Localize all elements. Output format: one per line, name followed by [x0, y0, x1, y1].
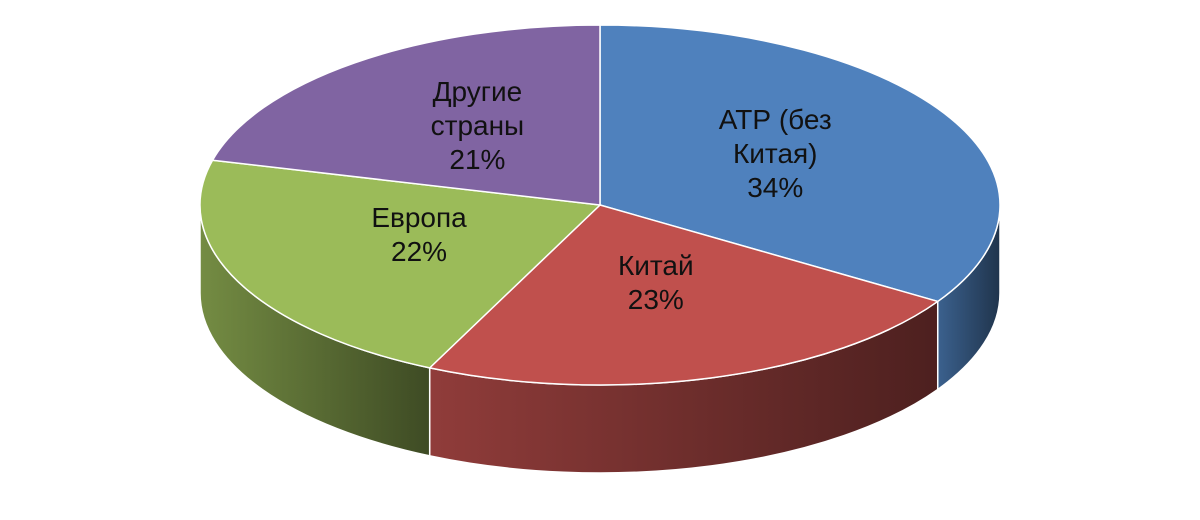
value-label: 23%: [627, 284, 684, 316]
slice-label: Другие страны 21%: [397, 75, 557, 177]
slice-label: Европа 22%: [339, 201, 499, 269]
slice: [211, 24, 601, 206]
value-label: 21%: [449, 143, 506, 175]
category-label: Европа: [371, 202, 467, 234]
category-label: Другие страны: [430, 75, 525, 141]
slice: [428, 204, 940, 386]
slice: [199, 159, 602, 369]
slice: [599, 24, 1001, 303]
category-label: АТР (без Китая): [718, 103, 832, 169]
value-label: 34%: [747, 171, 804, 203]
slice-label: Китай 23%: [576, 249, 736, 317]
value-label: 22%: [391, 236, 448, 268]
slice-label: АТР (без Китая) 34%: [695, 103, 855, 205]
category-label: Китай: [617, 250, 694, 282]
